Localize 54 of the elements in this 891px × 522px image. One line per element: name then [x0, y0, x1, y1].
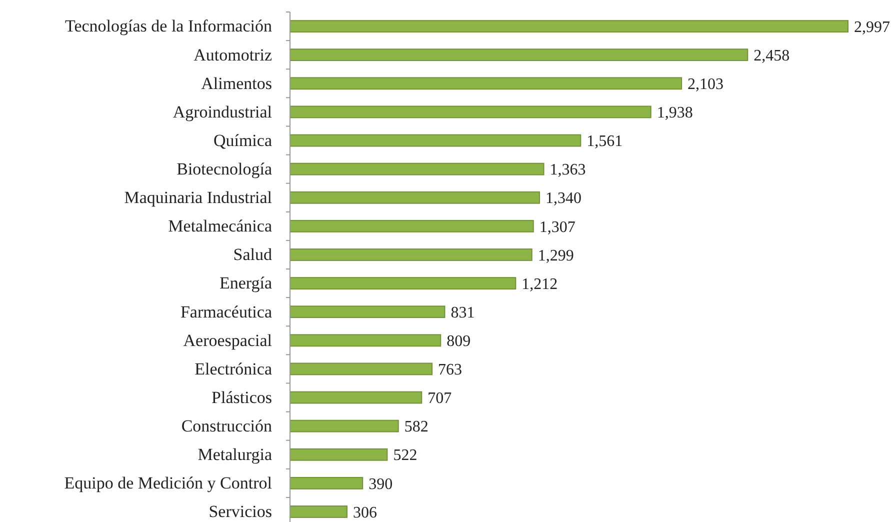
y-tick-label: Plásticos: [212, 388, 272, 407]
y-tick-label: Equipo de Medición y Control: [64, 474, 272, 493]
data-label: 306: [352, 504, 377, 522]
y-tick-label: Electrónica: [194, 359, 272, 378]
data-label: 2,458: [754, 47, 790, 64]
y-tick-label: Tecnologías de la Información: [65, 16, 272, 36]
data-label: 1,340: [545, 190, 582, 208]
bar: [290, 220, 534, 232]
data-label: 1,561: [586, 133, 623, 150]
bar: [290, 420, 399, 432]
bar: [290, 191, 540, 204]
data-label: 2,997: [854, 18, 890, 36]
bar: [290, 476, 364, 490]
y-tick-label: Metalmecánica: [168, 216, 272, 236]
y-tick-label: Metalurgia: [198, 445, 272, 464]
data-label: 2,103: [688, 76, 724, 93]
bar: [290, 448, 388, 461]
y-tick-label: Automotriz: [194, 45, 272, 64]
y-tick-label: Construcción: [181, 416, 272, 436]
data-label: 390: [368, 476, 393, 493]
y-tick-label: Alimentos: [201, 74, 272, 93]
bar: [290, 162, 544, 176]
data-label: 831: [450, 304, 475, 322]
y-tick-label: Servicios: [208, 502, 272, 522]
y-tick-label: Salud: [233, 245, 272, 264]
bar: [290, 48, 748, 62]
bar: [290, 362, 433, 376]
y-tick-label: Biotecnología: [176, 159, 272, 178]
bar: [290, 277, 516, 290]
data-label: 582: [404, 418, 428, 436]
y-tick-label: Química: [213, 130, 272, 150]
data-label: 522: [393, 447, 418, 464]
bar: [290, 106, 652, 118]
data-label: 1,307: [539, 218, 576, 236]
y-tick-label: Agroindustrial: [172, 102, 272, 122]
bar: [290, 334, 442, 347]
y-tick-label: Aeroespacial: [183, 330, 272, 350]
bar: [290, 506, 348, 518]
y-tick-label: Farmacéutica: [180, 302, 272, 322]
data-label: 1,212: [522, 276, 558, 293]
data-label: 1,299: [538, 247, 574, 264]
bar: [290, 20, 848, 32]
data-label: 763: [438, 362, 462, 379]
data-label: 809: [446, 332, 471, 350]
bar: [290, 306, 446, 318]
data-label: 707: [428, 390, 452, 408]
y-tick-label: Maquinaria Industrial: [124, 188, 272, 208]
data-label: 1,938: [656, 104, 693, 122]
bar: [290, 391, 422, 404]
bar: [290, 134, 582, 147]
bar: [290, 248, 532, 261]
data-label: 1,363: [550, 162, 586, 179]
bar: [290, 77, 682, 90]
y-tick-label: Energía: [219, 274, 272, 293]
